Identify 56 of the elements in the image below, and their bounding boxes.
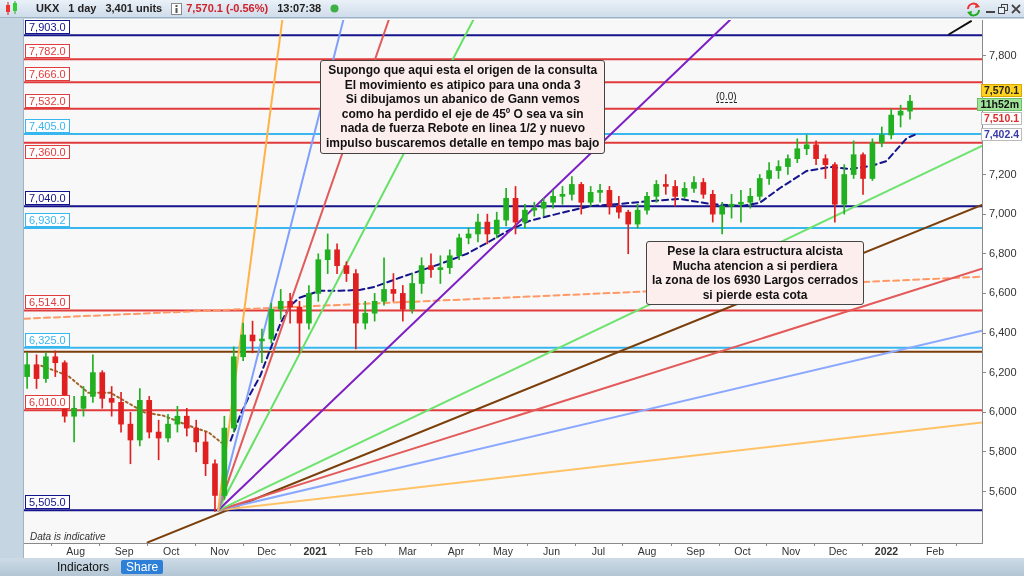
ref-line-label: 6,514.0 — [25, 295, 70, 310]
x-tick-label: Dec — [828, 545, 848, 558]
x-tick-label: Aug — [637, 545, 657, 558]
annotation: (0.0) — [716, 91, 737, 103]
x-tick-label: Feb — [354, 545, 373, 558]
x-tick-label: Nov — [210, 545, 230, 558]
x-tick-label: Oct — [734, 545, 751, 558]
x-tick-label: 2021 — [303, 545, 327, 558]
y-tick-label: 6,000 — [989, 405, 1017, 418]
ref-line-label: 7,405.0 — [25, 118, 70, 133]
y-tick-label: 7,800 — [989, 48, 1017, 61]
text: 7,510.1 — [980, 112, 1022, 125]
ref-line-label: 7,040.0 — [25, 191, 70, 206]
text: 7,402.4 — [980, 128, 1022, 141]
x-tick-label: Jul — [591, 545, 606, 558]
annotation: 11h52m — [977, 98, 1022, 111]
text: Share — [121, 560, 164, 574]
x-tick-label: Apr — [447, 545, 465, 558]
ref-line-label: 6,010.0 — [25, 395, 70, 410]
x-tick-label: Nov — [781, 545, 802, 558]
y-tick-label: 6,200 — [989, 365, 1017, 378]
ref-line-label: 6,930.2 — [25, 212, 70, 227]
ref-line-label: 7,782.0 — [25, 44, 70, 59]
x-tick-label: Oct — [162, 545, 180, 558]
x-tick-label: Aug — [66, 545, 86, 558]
y-tick-label: 6,600 — [989, 286, 1017, 299]
y-tick-label: 6,800 — [989, 246, 1017, 259]
chart-subtitle: 1 day — [68, 2, 97, 15]
y-tick-label: 7,000 — [989, 207, 1017, 220]
x-tick-label: Sep — [686, 545, 706, 558]
text: Indicators — [57, 560, 110, 574]
x-tick-label: Mar — [398, 545, 418, 558]
y-tick-label: 5,800 — [989, 444, 1017, 457]
x-tick-label: Feb — [925, 545, 945, 558]
text: 7,570.1 (-0.56%) — [186, 2, 269, 15]
ref-line-label: 7,666.0 — [25, 67, 70, 82]
annotation: Data is indicative — [30, 531, 106, 542]
annotation: Pese la clara estructura alcista Mucha atencion a si perdiera la zona de los 6930 Largos cerrados si pierde esta cota — [646, 241, 865, 306]
text: 13:07:38 — [277, 2, 322, 15]
ref-line-label: 5,505.0 — [25, 495, 70, 510]
ref-line-label: 7,532.0 — [25, 93, 70, 108]
x-tick-label: Sep — [114, 545, 134, 558]
x-tick-label: Jun — [543, 545, 561, 558]
x-tick-label: May — [493, 545, 514, 558]
y-tick-label: 6,400 — [989, 326, 1017, 339]
chart-title: UKX — [36, 2, 60, 15]
ref-line-label: 7,903.0 — [25, 20, 70, 35]
x-tick-label: 2022 — [874, 545, 899, 558]
ref-line-label: 7,360.0 — [25, 144, 70, 159]
x-tick-label: Dec — [257, 545, 276, 558]
ref-line-label: 6,325.0 — [25, 332, 70, 347]
text: 3,401 units — [105, 2, 163, 15]
y-tick-label: 5,600 — [989, 484, 1017, 497]
annotation: Supongo que aqui esta el origen de la consulta El movimiento es atipico para una onda 3 Si dibujamos un abanico de Gann vemos como ha perdido el eje de 45º O sea va sin nada de fuerza Rebote en linea 1/2 y nuevo impulso buscaremos detalle en tempo mas bajo — [320, 60, 606, 154]
text: 7,570.1 — [980, 84, 1022, 97]
y-tick-label: 7,200 — [989, 167, 1017, 180]
